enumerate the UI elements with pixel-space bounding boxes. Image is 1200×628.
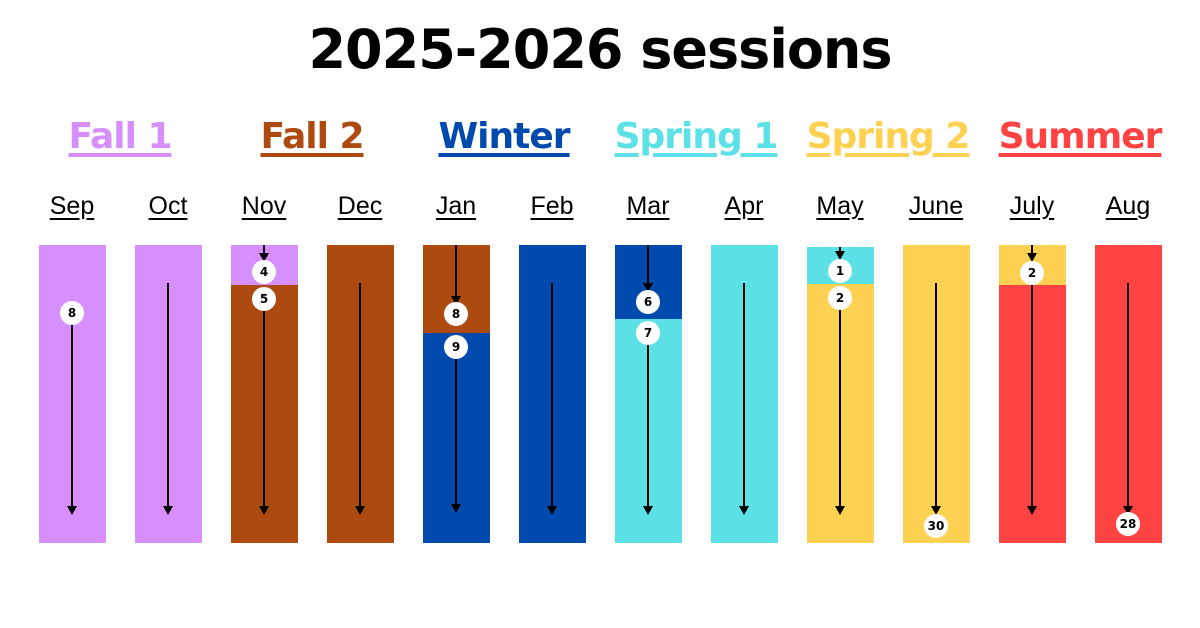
date-marker: 8 — [60, 301, 84, 325]
arrow-line — [551, 283, 553, 507]
arrow-line — [359, 283, 361, 507]
arrow-head-icon — [451, 504, 461, 513]
arrow-head-icon — [259, 253, 269, 262]
date-marker: 4 — [252, 260, 276, 284]
session-header: Fall 2 — [260, 116, 364, 157]
arrow-line — [263, 299, 265, 507]
date-marker: 9 — [444, 335, 468, 359]
month-label: Apr — [724, 192, 764, 220]
arrow-line — [743, 283, 745, 507]
date-marker: 1 — [828, 259, 852, 283]
session-header: Winter — [438, 116, 570, 157]
arrow-head-icon — [643, 283, 653, 292]
arrow-head-icon — [931, 506, 941, 515]
arrow-head-icon — [163, 506, 173, 515]
arrow-line — [167, 283, 169, 507]
month-label: Sep — [49, 192, 95, 220]
month-label: Mar — [626, 192, 670, 220]
session-header: Spring 1 — [614, 116, 779, 157]
month-column — [327, 245, 394, 543]
arrow-line — [71, 313, 73, 507]
month-label: Jan — [435, 192, 477, 220]
month-column — [711, 245, 778, 543]
arrow-line — [263, 245, 265, 254]
month-label: June — [908, 192, 964, 220]
arrow-line — [455, 245, 457, 297]
month-label: Oct — [148, 192, 188, 220]
session-header: Summer — [998, 116, 1163, 157]
month-label: Nov — [241, 192, 287, 220]
arrow-head-icon — [835, 251, 845, 260]
arrow-head-icon — [739, 506, 749, 515]
arrow-line — [935, 283, 937, 507]
month-column: 30 — [903, 245, 970, 543]
arrow-head-icon — [1027, 506, 1037, 515]
month-column: 28 — [1095, 245, 1162, 543]
month-column: 2 — [999, 245, 1066, 543]
arrow-line — [455, 347, 457, 505]
arrow-line — [1031, 245, 1033, 254]
arrow-line — [1127, 283, 1129, 507]
session-header: Spring 2 — [806, 116, 971, 157]
date-marker: 8 — [444, 302, 468, 326]
month-column: 8 — [39, 245, 106, 543]
arrow-head-icon — [451, 296, 461, 305]
date-marker: 28 — [1116, 512, 1140, 536]
arrow-line — [647, 333, 649, 507]
page-title: 2025-2026 sessions — [308, 18, 892, 81]
month-label: Aug — [1105, 192, 1151, 220]
arrow-head-icon — [643, 506, 653, 515]
arrow-head-icon — [547, 506, 557, 515]
arrow-line — [1031, 273, 1033, 507]
month-column — [519, 245, 586, 543]
arrow-head-icon — [259, 506, 269, 515]
month-label: July — [1009, 192, 1055, 220]
session-header: Fall 1 — [68, 116, 172, 157]
arrow-head-icon — [67, 506, 77, 515]
month-label: May — [816, 192, 864, 220]
arrow-head-icon — [1123, 506, 1133, 515]
date-marker: 5 — [252, 287, 276, 311]
month-column — [135, 245, 202, 543]
arrow-head-icon — [835, 506, 845, 515]
arrow-head-icon — [1027, 253, 1037, 262]
date-marker: 6 — [636, 290, 660, 314]
month-label: Dec — [337, 192, 383, 220]
arrow-line — [839, 298, 841, 507]
date-marker: 7 — [636, 321, 660, 345]
arrow-line — [647, 245, 649, 284]
date-marker: 30 — [924, 514, 948, 538]
arrow-head-icon — [355, 506, 365, 515]
arrow-line — [839, 247, 841, 252]
date-marker: 2 — [1020, 261, 1044, 285]
date-marker: 2 — [828, 286, 852, 310]
month-label: Feb — [530, 192, 574, 220]
